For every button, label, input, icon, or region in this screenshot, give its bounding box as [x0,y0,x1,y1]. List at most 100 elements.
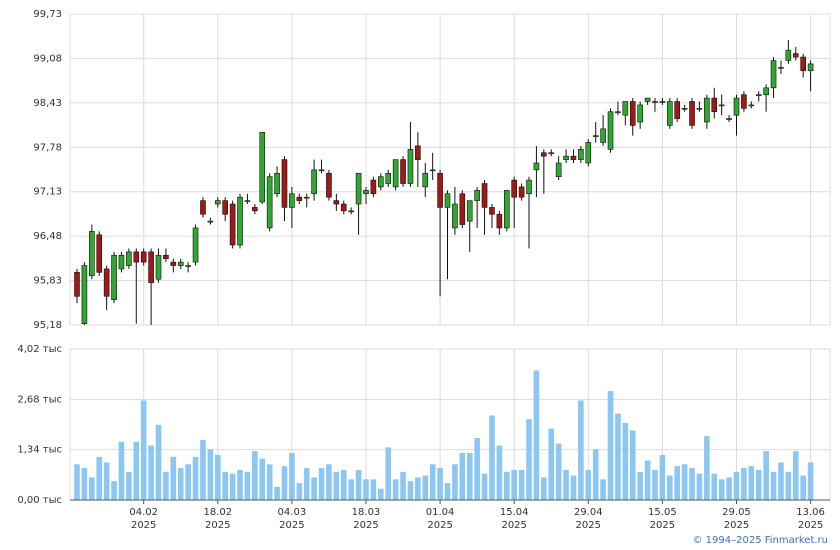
volume-bar [311,477,317,500]
volume-bar [503,471,510,500]
candle-body [89,231,95,277]
copyright: © 1994–2025 Finmarket.ru [692,535,828,546]
y-tick-label: 97,78 [33,142,62,153]
volume-bar [274,486,280,500]
candle-body [348,210,354,213]
candle-body [81,265,88,324]
volume-bar [74,464,80,500]
volume-bar [222,471,228,500]
candle-body [755,94,762,96]
candle-body [192,227,199,263]
candle-body [274,172,280,195]
volume-bar [140,400,147,500]
volume-bar [548,428,555,500]
volume-bar [185,464,191,500]
candle-body [466,200,473,222]
candle-body [533,162,540,171]
volume-bar [570,475,577,500]
volume-bar [533,370,540,500]
volume-bar [326,464,332,500]
volume-bar [252,451,258,500]
candle-body [548,152,555,155]
volume-bar [103,462,110,500]
volume-bar [496,445,503,500]
x-tick-label: 18.02 2025 [203,507,233,531]
candle-body [370,179,377,195]
x-tick-label: 15.04 2025 [499,507,529,531]
volume-bar [385,447,392,500]
candle-body [266,176,273,229]
candle-body [541,152,547,157]
volume-bar [400,471,406,500]
candle-body [452,203,458,229]
candle-body [666,101,673,126]
candle-body [252,207,258,212]
volume-bar [466,453,473,500]
candle-body [733,97,740,116]
volume-bar [711,473,718,500]
volume-bar [281,466,288,500]
y-tick-label: 97,13 [33,187,62,198]
volume-bar [585,469,592,500]
candle-body [303,196,310,199]
volume-bar [541,477,547,500]
y-tick-label: 99,73 [33,9,62,20]
volume-bar [681,464,688,500]
volume-bar [229,473,236,500]
candle-body [689,101,695,126]
volume-bar [748,466,755,500]
candle-body [629,101,636,126]
candle-body [207,220,214,223]
y-tick-label: 1,34 тыс [17,445,62,456]
candle-body [155,254,162,280]
x-tick-label: 13.06 2025 [796,507,825,531]
volume-bar [415,477,421,500]
candle-body [214,200,221,205]
volume-bar [118,441,125,500]
volume-bar [741,468,747,500]
candle-body [429,169,436,172]
volume-bar [659,454,666,500]
candle-body [118,254,125,270]
candle-body [133,251,140,263]
volume-bar [289,453,295,500]
candle-body [741,94,747,109]
candle-body [281,159,288,208]
candle-body [778,67,784,69]
volume-bar [652,469,658,500]
candle-body [785,49,792,61]
volume-bar [600,479,606,500]
candle-body [563,155,569,160]
volume-bar [177,468,184,500]
candle-body [704,97,710,123]
candle-body [296,196,303,201]
volume-bar [81,468,88,500]
volume-bar [526,419,532,500]
volume-bar [733,471,740,500]
candle-body [177,261,184,266]
candle-body [318,169,325,172]
candle-body [126,251,132,266]
candle-body [437,172,443,208]
candle-body [378,176,384,188]
candle-body [570,155,577,160]
candle-body [555,162,562,177]
candle-body [111,254,117,301]
candle-body [585,142,592,164]
candle-body [385,172,392,184]
candle-body [259,131,266,203]
candle-body [726,118,732,120]
volume-bar [333,471,340,500]
candle-body [511,179,517,198]
volume-bar [489,415,495,500]
y-tick-label: 4,02 тыс [17,344,62,355]
candle-body [674,101,681,119]
volume-bar [622,422,629,500]
candle-body [96,234,103,273]
candle-body [74,272,80,297]
candle-body [496,213,503,229]
volume-bar [407,481,414,500]
volume-bar [726,477,732,500]
volume-bar [207,449,214,500]
